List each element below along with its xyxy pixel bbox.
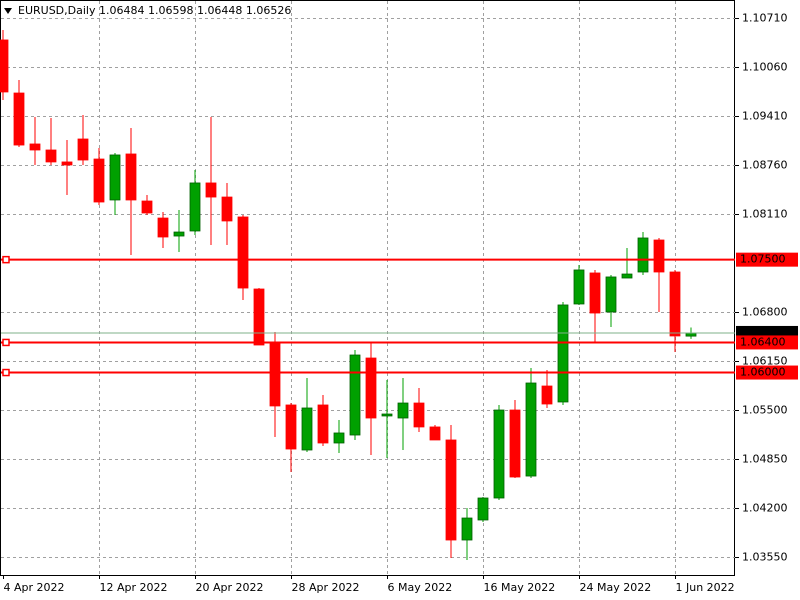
candle-body: [221, 196, 233, 222]
x-tick-label: 1 Jun 2022: [676, 581, 735, 594]
candle-body: [413, 402, 425, 428]
collapse-icon: [4, 8, 12, 14]
level-anchor: [2, 255, 10, 264]
candle-body: [173, 231, 185, 237]
candle-body: [637, 237, 649, 273]
level-anchor: [2, 368, 10, 377]
candle-body: [253, 288, 265, 346]
candle-body: [93, 158, 105, 203]
level-label: 1.07500: [740, 253, 786, 266]
candle-body: [397, 402, 409, 419]
candle-body: [349, 354, 361, 436]
x-tick-label: 20 Apr 2022: [196, 581, 264, 594]
candles: [0, 30, 697, 561]
candle-body: [573, 269, 585, 305]
candle-body: [269, 342, 281, 407]
candle-body: [621, 273, 633, 279]
candle-body: [13, 92, 25, 146]
x-tick-label: 16 May 2022: [484, 581, 556, 594]
candle-body: [429, 426, 441, 441]
candle-body: [141, 200, 153, 214]
candle-body: [477, 497, 489, 521]
y-tick-label: 1.04850: [742, 453, 788, 466]
candle-body: [381, 413, 393, 417]
level-box: [736, 252, 798, 267]
candle-body: [237, 216, 249, 289]
candle-body: [653, 239, 665, 273]
x-tick-label: 24 May 2022: [580, 581, 652, 594]
candle-body: [541, 385, 553, 405]
y-tick-label: 1.10710: [742, 12, 788, 25]
candle-body: [301, 407, 313, 451]
candle-body: [29, 143, 41, 151]
x-tick-label: 12 Apr 2022: [100, 581, 168, 594]
y-tick-label: 1.08760: [742, 159, 788, 172]
candle-body: [77, 138, 89, 161]
y-tick-label: 1.06150: [742, 355, 788, 368]
candle-body: [493, 409, 505, 499]
candle-body: [333, 432, 345, 444]
y-tick-label: 1.09410: [742, 110, 788, 123]
candle-body: [525, 382, 537, 477]
candle-body: [45, 149, 57, 163]
candle-body: [61, 161, 73, 166]
candle-body: [205, 182, 217, 198]
level-box: [736, 335, 798, 350]
level-label: 1.06400: [740, 335, 786, 348]
candle-body: [317, 404, 329, 444]
level-label: 1.06000: [740, 366, 786, 379]
candle-body: [589, 272, 601, 314]
candle-body: [109, 154, 121, 201]
candle-body: [509, 409, 521, 478]
candle-body: [157, 217, 169, 238]
candle-body: [285, 404, 297, 450]
grid: 1.10710 1.10060 1.09410 1.08760 1.08110 1.068…: [1, 1, 788, 594]
y-tick-label: 1.06800: [742, 306, 788, 319]
candle-body: [605, 276, 617, 313]
x-tick-label: 4 Apr 2022: [4, 581, 65, 594]
y-tick-label: 1.04200: [742, 502, 788, 515]
candle-body: [557, 304, 569, 403]
y-tick-label: 1.10060: [742, 61, 788, 74]
candle-body: [669, 271, 681, 337]
y-tick-label: 1.05500: [742, 404, 788, 417]
y-tick-label: 1.08110: [742, 208, 788, 221]
y-tick-label: 1.03550: [742, 551, 788, 564]
candle-body: [461, 517, 473, 541]
candle-body: [365, 357, 377, 419]
plot-frame: [0, 0, 735, 576]
candle-body: [125, 153, 137, 201]
level-box: [736, 365, 798, 380]
candle-body: [445, 439, 457, 541]
chart-title: EURUSD,Daily 1.06484 1.06598 1.06448 1.0…: [18, 4, 291, 17]
candle-body: [0, 39, 9, 93]
x-tick-label: 28 Apr 2022: [292, 581, 360, 594]
x-tick-label: 6 May 2022: [388, 581, 453, 594]
candle-body: [189, 182, 201, 232]
level-anchor: [2, 338, 10, 347]
